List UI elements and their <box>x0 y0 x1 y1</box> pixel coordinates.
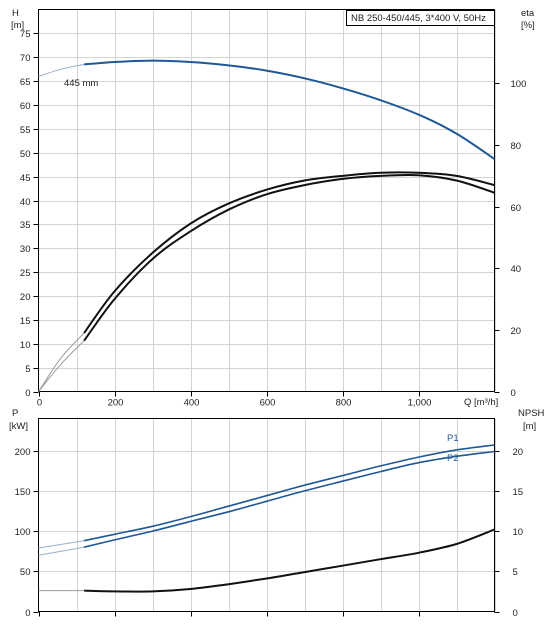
h-tick-label: 10 <box>20 340 31 351</box>
h-tick-label: 45 <box>20 173 31 184</box>
h-tick-label: 75 <box>20 29 31 40</box>
power-curve-extension <box>38 540 85 549</box>
p2-series-label: P2 <box>447 453 459 464</box>
top-curves <box>38 59 496 392</box>
eta-tick-label: 40 <box>511 264 522 275</box>
eta-axis-unit: [%] <box>521 20 535 31</box>
npsh-tick-label: 5 <box>513 567 518 578</box>
h-axis-name: H <box>12 8 19 19</box>
npsh-axis-name: NPSH <box>518 408 545 419</box>
eta-tick-label: 20 <box>511 326 522 337</box>
efficiency-curve-extension <box>38 332 85 392</box>
q-tick-label: 800 <box>336 398 352 409</box>
chart-title: NB 250-450/445, 3*400 V, 50Hz <box>351 13 486 24</box>
head-curve-extension <box>38 63 85 77</box>
npsh-curve <box>84 528 495 593</box>
p2-power-curve <box>83 450 495 548</box>
eta-tick-label: 100 <box>511 79 527 90</box>
impeller-diameter-label: 445 mm <box>64 78 98 89</box>
q-tick-label: 0 <box>37 398 42 409</box>
chart-title-box <box>346 10 495 26</box>
p-tick-label: 150 <box>15 487 31 498</box>
h-tick-label: 50 <box>20 149 31 160</box>
npsh-tick-label: 0 <box>513 608 518 619</box>
head-curve <box>84 59 496 160</box>
q-axis-label: Q [m³/h] <box>464 397 498 408</box>
efficiency-curve <box>83 171 495 334</box>
bottom-grid <box>38 418 496 612</box>
q-tick-label: 400 <box>184 398 200 409</box>
bottom-ticks: 0 50 100 150 200 0 5 10 15 20 <box>15 447 523 619</box>
eta-tick-label: 80 <box>511 141 522 152</box>
h-axis-unit: [m] <box>11 20 24 31</box>
top-plot-frame <box>38 9 495 392</box>
p-axis-name: P <box>12 408 18 419</box>
p-tick-label: 100 <box>15 527 31 538</box>
h-tick-label: 65 <box>20 77 31 88</box>
h-tick-label: 30 <box>20 244 31 255</box>
top-ticks: 0 5 10 15 20 25 30 35 40 45 50 55 60 65 70 75 0 20 40 60 80 1… <box>20 29 526 409</box>
eta-tick-label: 0 <box>511 388 516 399</box>
npsh-tick-label: 20 <box>513 447 524 458</box>
q-tick-label: 1,000 <box>408 398 432 409</box>
p-tick-label: 200 <box>15 447 31 458</box>
p-tick-label: 50 <box>20 567 31 578</box>
p-axis-unit: [kW] <box>9 421 28 432</box>
npsh-axis-unit: [m] <box>523 421 536 432</box>
p-tick-label: 0 <box>25 608 30 619</box>
efficiency-curve <box>83 173 495 342</box>
h-tick-label: 20 <box>20 292 31 303</box>
npsh-tick-label: 10 <box>513 527 524 538</box>
h-tick-label: 0 <box>25 388 30 399</box>
bottom-plot-frame <box>38 418 495 612</box>
eta-axis-name: eta <box>521 8 535 19</box>
eta-tick-label: 60 <box>511 203 522 214</box>
h-tick-label: 60 <box>20 101 31 112</box>
npsh-tick-label: 15 <box>513 487 524 498</box>
h-tick-label: 15 <box>20 316 31 327</box>
top-grid <box>38 9 496 392</box>
q-tick-label: 600 <box>260 398 276 409</box>
power-curve-extension <box>38 546 85 556</box>
p1-power-curve <box>83 444 495 542</box>
head-efficiency-chart: H [m] eta [%] NB 250-450/445, 3*400 V, 5… <box>11 8 535 409</box>
h-tick-label: 5 <box>25 364 30 375</box>
h-tick-label: 70 <box>20 53 31 64</box>
h-tick-label: 55 <box>20 125 31 136</box>
bottom-curves <box>38 444 495 593</box>
h-tick-label: 35 <box>20 220 31 231</box>
h-tick-label: 40 <box>20 197 31 208</box>
efficiency-curve-extension <box>38 340 85 392</box>
p1-series-label: P1 <box>447 433 459 444</box>
q-tick-label: 200 <box>108 398 124 409</box>
h-tick-label: 25 <box>20 268 31 279</box>
